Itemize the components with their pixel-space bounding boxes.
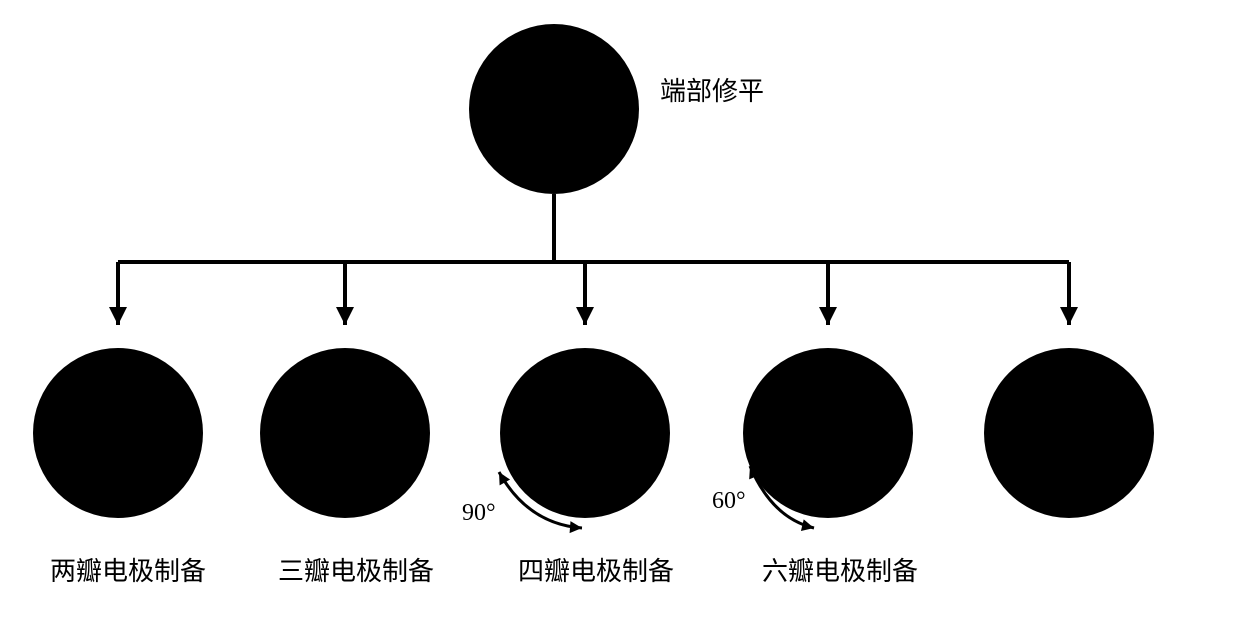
bottom-label-4: 六瓣电极制备 xyxy=(762,557,918,586)
angle-label-3: 90° xyxy=(462,500,496,526)
bottom-circle-5 xyxy=(984,348,1154,518)
bottom-circle-4 xyxy=(743,348,913,518)
bottom-label-3: 四瓣电极制备 xyxy=(518,557,674,586)
top-circle xyxy=(469,24,639,194)
bottom-label-2: 三瓣电极制备 xyxy=(278,557,434,586)
bottom-circle-1 xyxy=(33,348,203,518)
diagram-canvas: 端部修平 90° 60° 两瓣电极制备 三瓣电极制备 四瓣电极制备 六瓣电极制备 xyxy=(0,0,1240,629)
bottom-label-1: 两瓣电极制备 xyxy=(50,557,206,586)
top-label: 端部修平 xyxy=(660,77,764,106)
bottom-circle-3 xyxy=(500,348,670,518)
bottom-circle-2 xyxy=(260,348,430,518)
angle-label-4: 60° xyxy=(712,488,746,514)
